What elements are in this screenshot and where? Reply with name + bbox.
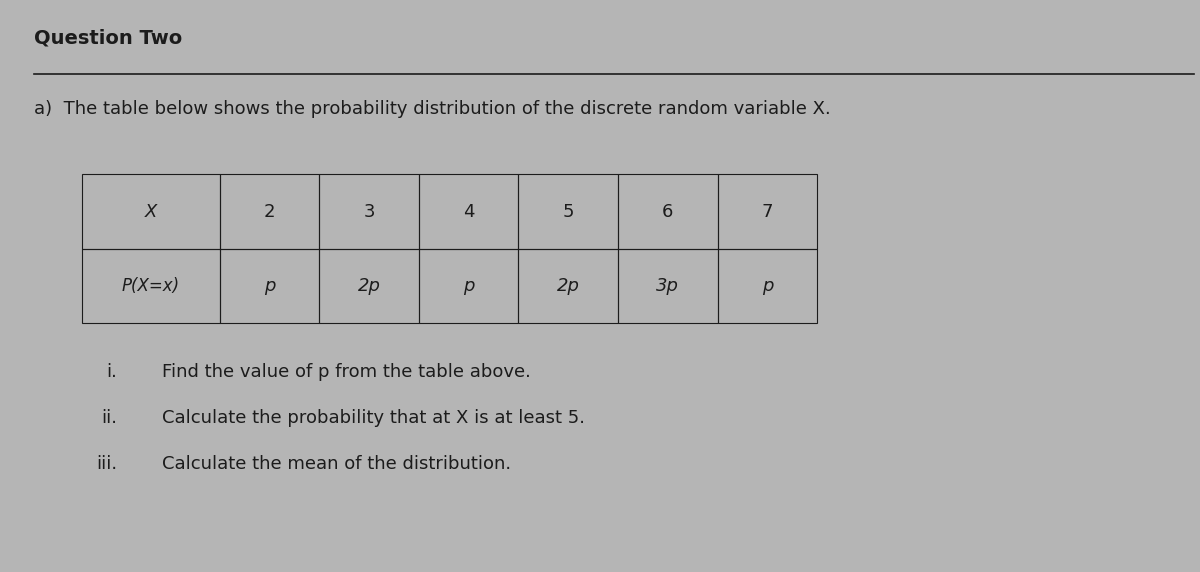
Text: X: X <box>144 202 157 221</box>
Bar <box>518 249 618 323</box>
Text: 4: 4 <box>463 202 474 221</box>
Bar <box>319 174 419 249</box>
Bar <box>718 174 817 249</box>
Text: 2p: 2p <box>358 277 380 295</box>
Text: p: p <box>463 277 474 295</box>
Text: Calculate the probability that at X is at least 5.: Calculate the probability that at X is a… <box>162 409 586 427</box>
Bar <box>419 249 518 323</box>
Text: iii.: iii. <box>96 455 118 472</box>
Bar <box>82 249 220 323</box>
Text: 7: 7 <box>762 202 773 221</box>
Bar <box>319 249 419 323</box>
Bar <box>82 174 220 249</box>
Text: Question Two: Question Two <box>34 29 182 47</box>
Bar <box>618 174 718 249</box>
Bar <box>518 174 618 249</box>
Text: 2p: 2p <box>557 277 580 295</box>
Bar <box>419 174 518 249</box>
Text: p: p <box>762 277 773 295</box>
Bar <box>618 249 718 323</box>
Text: 5: 5 <box>563 202 574 221</box>
Bar <box>220 249 319 323</box>
Text: p: p <box>264 277 275 295</box>
Bar <box>220 174 319 249</box>
Text: a)  The table below shows the probability distribution of the discrete random va: a) The table below shows the probability… <box>34 100 830 118</box>
Text: 3p: 3p <box>656 277 679 295</box>
Text: 6: 6 <box>662 202 673 221</box>
Text: 2: 2 <box>264 202 275 221</box>
Bar <box>718 249 817 323</box>
Text: i.: i. <box>107 363 118 381</box>
Text: Calculate the mean of the distribution.: Calculate the mean of the distribution. <box>162 455 511 472</box>
Text: P(X=x): P(X=x) <box>121 277 180 295</box>
Text: ii.: ii. <box>102 409 118 427</box>
Text: 3: 3 <box>364 202 374 221</box>
Text: Find the value of p from the table above.: Find the value of p from the table above… <box>162 363 530 381</box>
